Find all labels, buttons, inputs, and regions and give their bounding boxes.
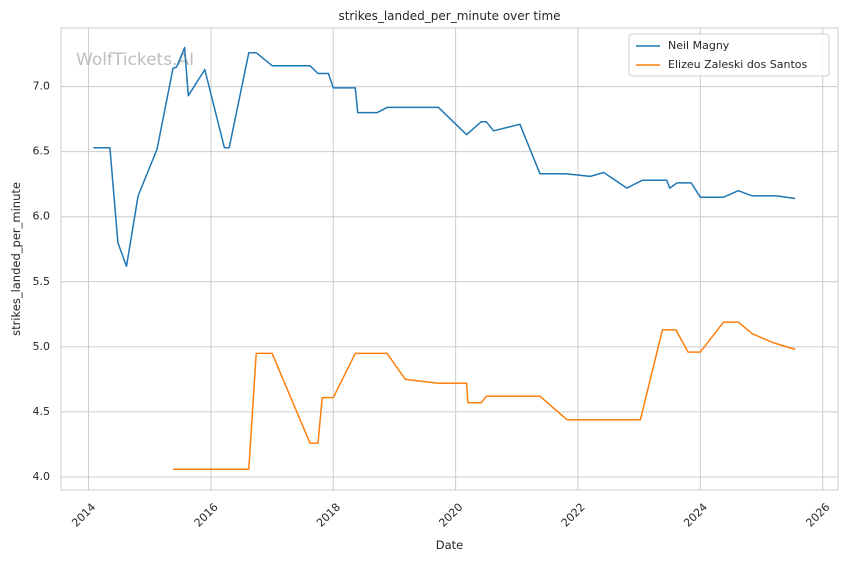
watermark: WolfTickets.AI — [76, 50, 194, 70]
chart-title: strikes_landed_per_minute over time — [338, 9, 560, 23]
y-tick-label: 4.5 — [33, 405, 51, 418]
y-tick-label: 7.0 — [33, 80, 51, 93]
x-tick-label: 2020 — [436, 501, 465, 530]
y-axis-label: strikes_landed_per_minute — [9, 182, 23, 336]
legend-label: Elizeu Zaleski dos Santos — [668, 58, 808, 71]
x-tick-label: 2014 — [69, 501, 98, 530]
series-line-1 — [93, 46, 796, 267]
y-tick-label: 5.0 — [33, 340, 51, 353]
x-tick-label: 2022 — [559, 501, 588, 530]
x-axis-ticks: 2014 2016 2018 2020 2022 2024 2026 — [69, 501, 832, 530]
y-tick-label: 6.0 — [33, 210, 51, 223]
x-tick-label: 2024 — [681, 501, 710, 530]
series-group — [93, 46, 796, 470]
legend-label: Neil Magny — [668, 39, 730, 52]
y-tick-label: 4.0 — [33, 470, 51, 483]
plot-frame — [60, 27, 839, 491]
y-axis-ticks: 4.0 4.5 5.0 5.5 6.0 6.5 7.0 — [33, 80, 51, 483]
grid — [61, 28, 838, 490]
x-tick-label: 2016 — [192, 501, 221, 530]
x-tick-label: 2018 — [314, 501, 343, 530]
y-tick-label: 6.5 — [33, 145, 51, 158]
y-tick-label: 5.5 — [33, 275, 51, 288]
x-tick-label: 2026 — [803, 501, 832, 530]
series-line-2 — [173, 321, 796, 470]
legend: Neil Magny Elizeu Zaleski dos Santos — [628, 33, 830, 77]
x-axis-label: Date — [436, 538, 464, 552]
legend-box — [628, 33, 830, 77]
